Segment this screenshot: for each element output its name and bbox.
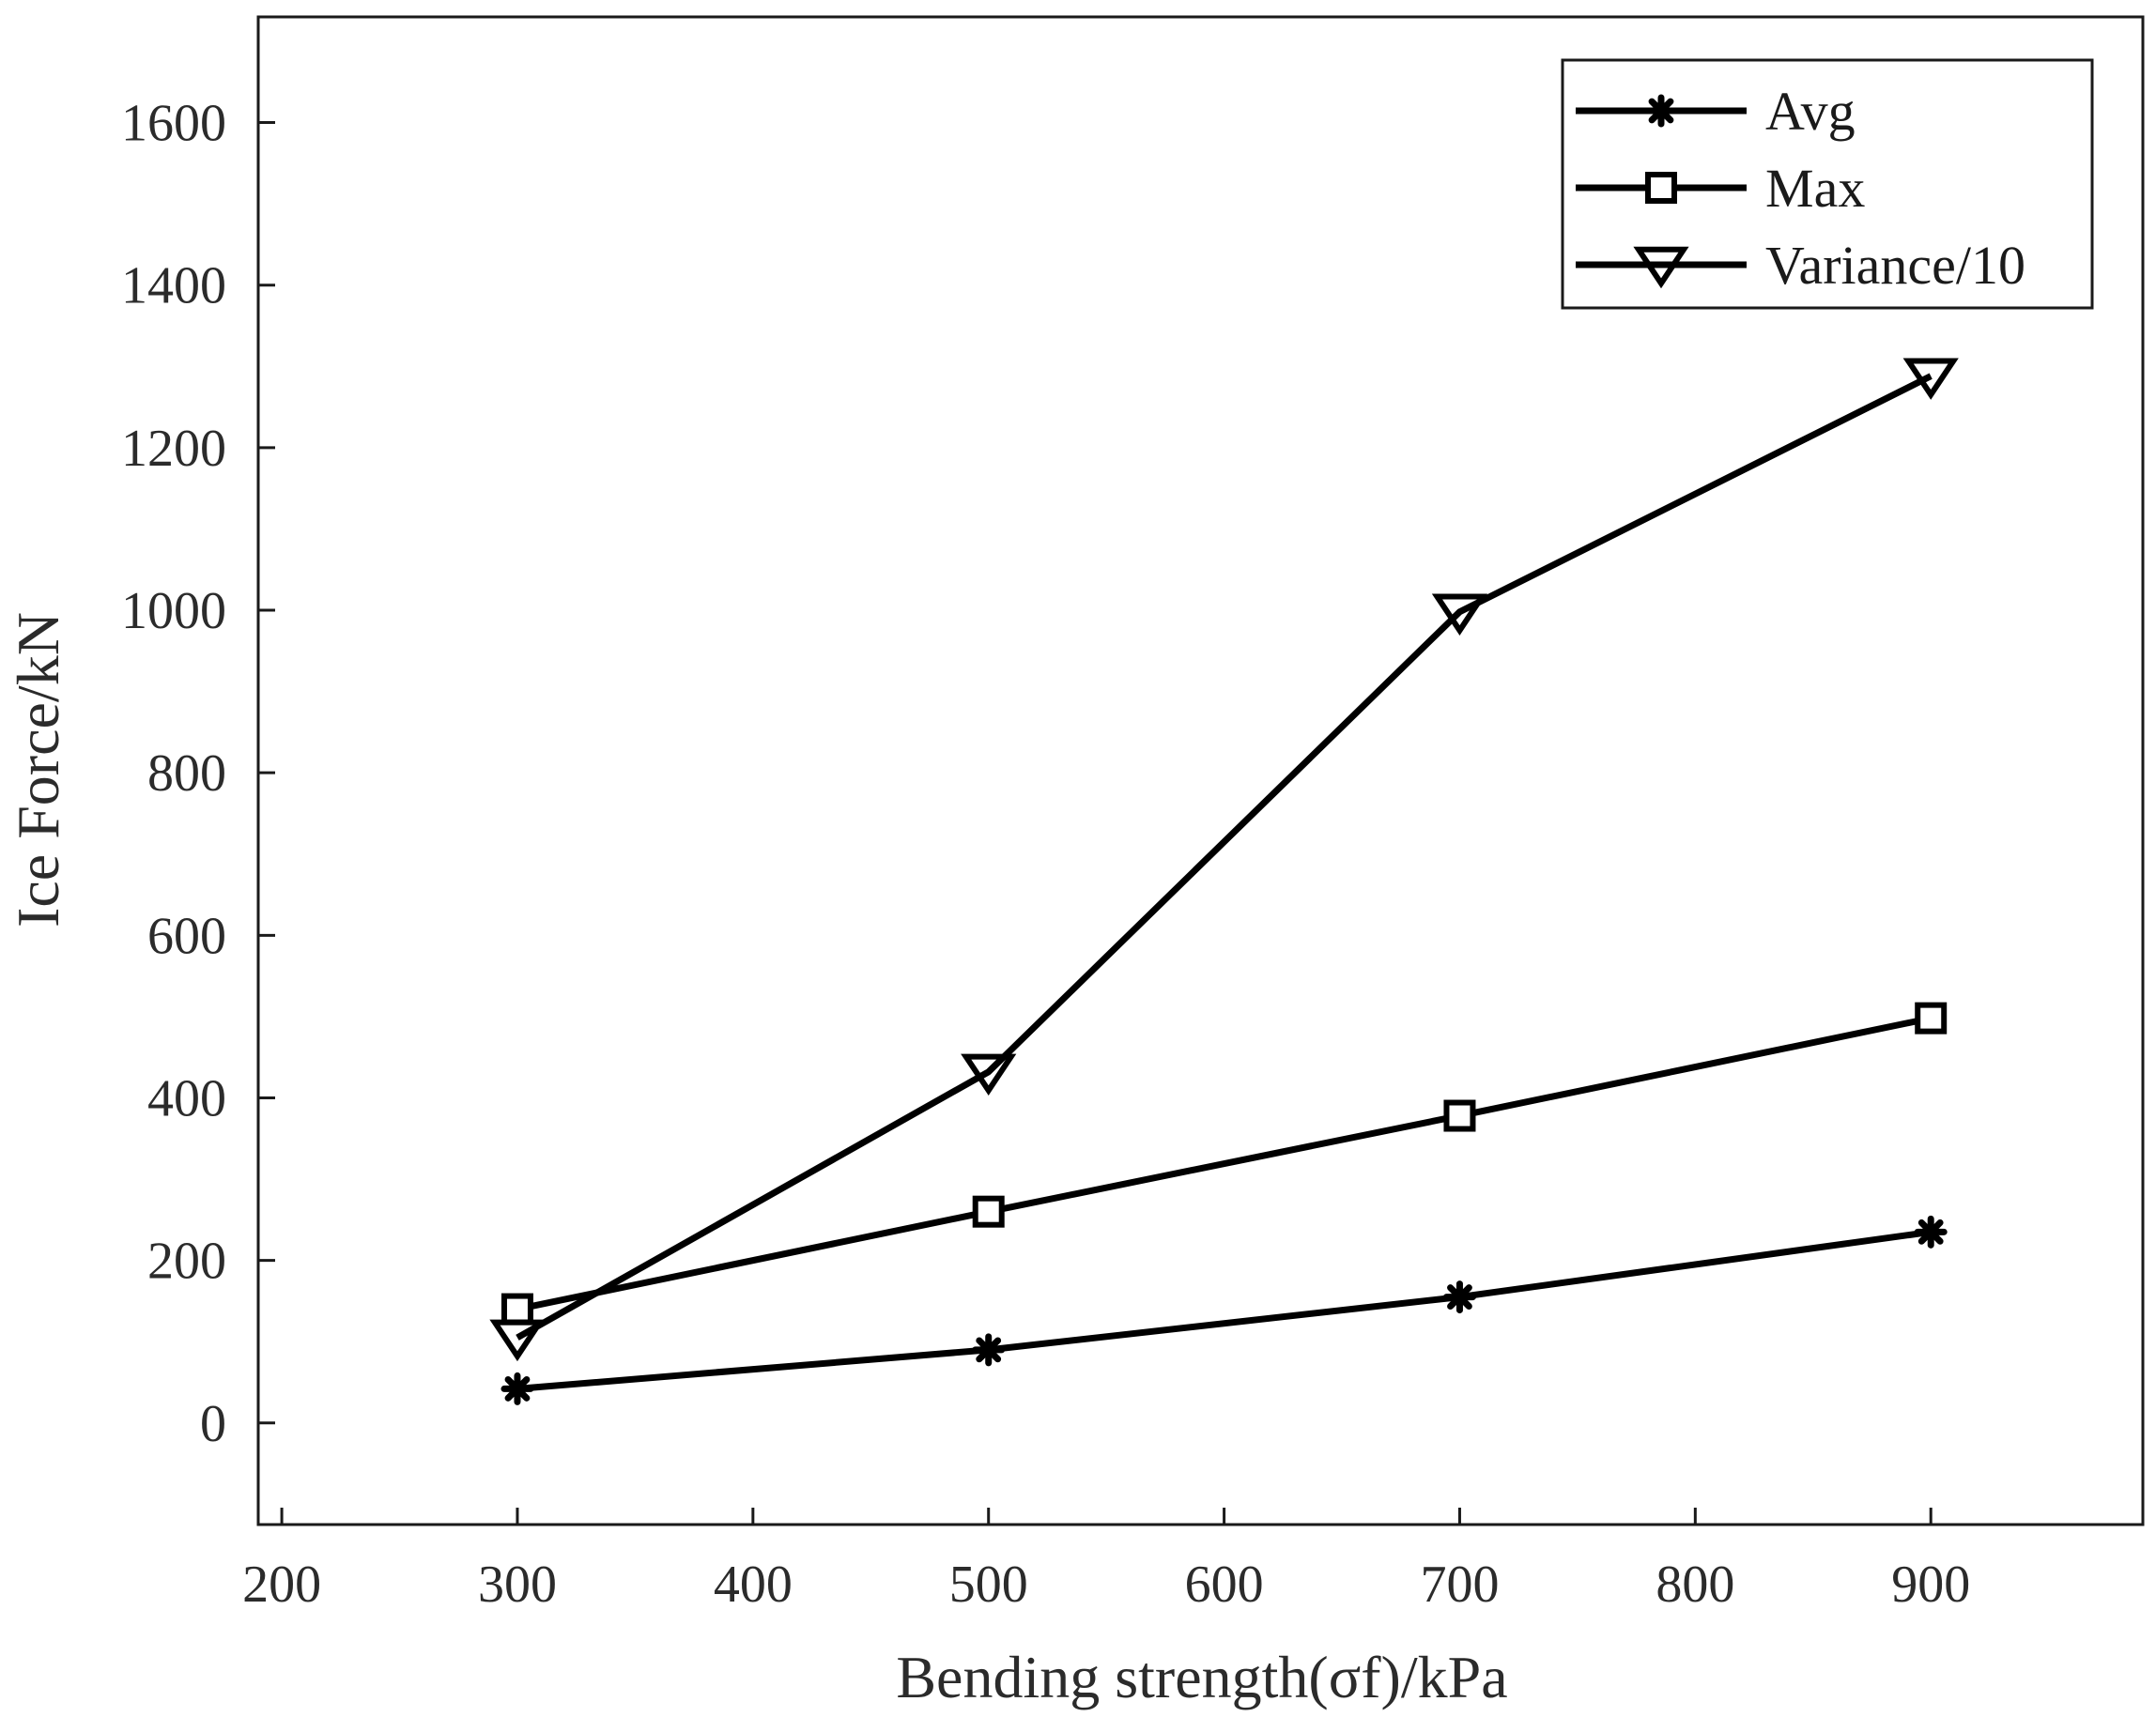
legend-label: Max: [1765, 158, 1865, 219]
y-axis-ticks: 0 200 400 600 800 1000 1200 1400 1600: [121, 95, 275, 1453]
y-tick-label: 800: [147, 744, 226, 803]
legend-entry: Max: [1576, 158, 1865, 219]
plot-area-frame: [256, 15, 2145, 1526]
y-tick-label: 1400: [121, 257, 226, 315]
data-point: [489, 1319, 546, 1362]
data-point: [1431, 593, 1488, 636]
y-tick-label: 200: [147, 1233, 226, 1291]
data-point: [972, 1333, 1006, 1367]
x-tick-label: 500: [949, 1556, 1028, 1614]
data-point: [1902, 358, 1959, 400]
x-tick-label: 300: [478, 1556, 557, 1614]
series-layer: [489, 358, 1959, 1405]
legend-label: Variance/10: [1765, 235, 2025, 296]
y-tick-label: 400: [147, 1069, 226, 1127]
y-tick-label: 600: [147, 907, 226, 965]
series-line: [516, 1228, 1932, 1392]
data-point: [1443, 1099, 1476, 1132]
series-avg: [500, 1215, 1948, 1405]
x-tick-label: 800: [1656, 1556, 1734, 1614]
x-tick-label: 600: [1185, 1556, 1264, 1614]
legend-marker: [1633, 246, 1689, 289]
x-tick-label: 400: [714, 1556, 793, 1614]
series-line: [516, 373, 1933, 1341]
legend-entries: Avg Max Variance/10: [1576, 81, 2025, 296]
legend-entry: Variance/10: [1576, 235, 2025, 296]
y-tick-label: 1600: [121, 95, 226, 153]
x-tick-label: 700: [1420, 1556, 1499, 1614]
legend-marker: [1645, 172, 1677, 204]
series-line: [516, 1015, 1932, 1312]
y-tick-label: 1000: [121, 582, 226, 640]
x-tick-label: 200: [242, 1556, 321, 1614]
y-tick-label: 0: [200, 1395, 226, 1453]
data-point: [500, 1293, 533, 1326]
legend: Avg Max Variance/10: [1561, 58, 2094, 310]
data-point: [1915, 1002, 1948, 1035]
data-point: [961, 1053, 1017, 1096]
legend-marker: [1644, 94, 1678, 128]
y-axis-label: Ice Force/kN: [5, 612, 71, 927]
x-tick-label: 900: [1891, 1556, 1970, 1614]
y-tick-label: 1200: [121, 420, 226, 478]
data-point: [1442, 1280, 1476, 1314]
data-point: [972, 1195, 1005, 1228]
series-max: [500, 1002, 1948, 1326]
data-point: [1914, 1215, 1948, 1249]
series-variance-10: [489, 358, 1959, 1362]
legend-label: Avg: [1765, 81, 1856, 142]
x-axis-ticks: 200 300 400 500 600 700 800 900: [242, 1508, 1970, 1614]
legend-entry: Avg: [1576, 81, 1856, 142]
x-axis-label: Bending strength(σf)/kPa: [896, 1644, 1507, 1710]
data-point: [500, 1372, 534, 1405]
